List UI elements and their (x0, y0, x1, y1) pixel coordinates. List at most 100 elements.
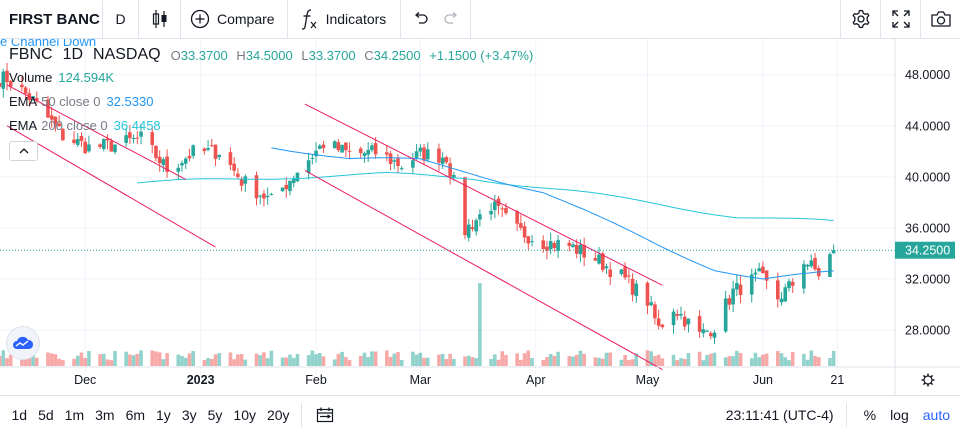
interval-button[interactable]: D (103, 0, 139, 38)
candle-body (23, 87, 28, 94)
axis-settings-tooth (922, 382, 926, 386)
volume-bar (150, 350, 155, 366)
volume-bar (522, 353, 527, 366)
candle-body (645, 282, 650, 306)
range-5d[interactable]: 5d (38, 406, 54, 423)
volume-bar (34, 357, 39, 366)
clock[interactable]: 23:11:41 (UTC-4) (726, 403, 847, 427)
ema50-legend[interactable]: EMA 50 close 0 32.5330 (9, 89, 538, 113)
range-10y[interactable]: 10y (233, 406, 256, 423)
volume-bar (493, 354, 497, 366)
volume-bar (619, 359, 624, 366)
candle-body (180, 163, 184, 166)
fullscreen-button[interactable] (880, 0, 920, 38)
range-6m[interactable]: 6m (125, 406, 146, 423)
candle-body (440, 157, 445, 164)
candle-body (87, 144, 91, 152)
volume-legend[interactable]: Volume 124.594K (9, 65, 538, 89)
candle-body (370, 145, 374, 151)
candle-body (202, 148, 207, 152)
range-1y[interactable]: 1y (156, 406, 171, 423)
chart-legend: FBNC 1D NASDAQ O33.3700 H34.5000 L33.370… (9, 45, 538, 137)
chart-type-button[interactable] (139, 0, 181, 38)
volume-bar (72, 358, 76, 366)
volume-bar (396, 351, 400, 366)
volume-bar (623, 354, 627, 366)
volume-bar (243, 359, 248, 366)
volume-bar (202, 359, 207, 366)
time-axis-label: Jun (753, 373, 773, 387)
log-toggle[interactable]: log (890, 407, 909, 423)
volume-bar (27, 356, 32, 366)
brand-logo[interactable] (6, 326, 40, 360)
candle-body (139, 131, 143, 137)
drawing-title-label: e Channel Down (0, 34, 97, 49)
candle-body (314, 150, 318, 157)
volume-bar (8, 354, 13, 366)
volume-bar (358, 355, 363, 366)
ema50-label: EMA (9, 93, 38, 109)
axis-settings-icon[interactable] (923, 375, 933, 385)
indicators-button[interactable]: Indicators (288, 0, 402, 38)
settings-button[interactable] (840, 0, 880, 38)
screenshot-button[interactable] (920, 0, 960, 38)
volume-bar (474, 358, 478, 366)
volume-bar (254, 353, 259, 366)
go-to-date-button[interactable] (310, 403, 339, 427)
ema200-legend[interactable]: EMA 200 close 0 36.4458 (9, 113, 538, 137)
volume-bar (87, 350, 91, 366)
volume-bar (306, 355, 311, 366)
volume-bar (213, 354, 218, 366)
volume-bar (79, 352, 84, 366)
range-1m[interactable]: 1m (64, 406, 85, 423)
volume-bar (708, 353, 713, 366)
volume-bar (634, 353, 639, 366)
candle-body (802, 264, 806, 289)
auto-toggle[interactable]: auto (922, 407, 950, 423)
volume-bar (686, 353, 691, 366)
candle-body (61, 128, 65, 141)
candle-body (783, 287, 788, 302)
symbol-search-button[interactable]: FIRST BANC (0, 0, 103, 38)
volume-bar (49, 353, 54, 366)
candle-body (243, 176, 248, 184)
price-chart[interactable]: 48.0000 44.0000 40.0000 36.0000 32.0000 28.00… (0, 39, 960, 395)
range-5y[interactable]: 5y (207, 406, 223, 423)
candle-body (526, 236, 531, 244)
volume-bar (128, 354, 132, 366)
compare-button[interactable]: Compare (181, 0, 288, 38)
candle-body (183, 158, 188, 164)
range-1d[interactable]: 1d (11, 406, 28, 423)
range-3m[interactable]: 3m (95, 406, 115, 423)
candle-body (701, 329, 706, 334)
undo-icon[interactable] (413, 12, 429, 26)
candle-body (135, 137, 140, 139)
candle-body (150, 132, 155, 145)
volume-bar (437, 354, 441, 366)
price-axis-label: 40.0000 (905, 170, 950, 184)
price-axis-label: 48.0000 (905, 68, 950, 82)
candle-body (0, 83, 2, 87)
candle-body (627, 275, 631, 277)
candle-body (295, 172, 300, 182)
price-axis-label: 36.0000 (905, 221, 950, 235)
candle-body (478, 214, 482, 220)
candle-body (470, 227, 475, 230)
volume-bar (731, 356, 735, 366)
volume-bar (280, 357, 285, 366)
candle-body (414, 151, 419, 158)
candle-body (530, 241, 534, 243)
volume-bar (317, 352, 322, 366)
candle-body (8, 81, 13, 87)
percent-toggle[interactable]: % (863, 407, 877, 423)
candle-body (362, 153, 367, 157)
volume-bar (57, 358, 61, 366)
redo-icon[interactable] (443, 12, 459, 26)
candle-body (34, 97, 39, 101)
volume-label: Volume (9, 69, 53, 85)
volume-bar (500, 351, 505, 366)
legend-collapse-button[interactable] (9, 141, 38, 161)
range-20y[interactable]: 20y (266, 406, 290, 423)
candle-body (128, 132, 132, 139)
range-3y[interactable]: 3y (181, 406, 197, 423)
